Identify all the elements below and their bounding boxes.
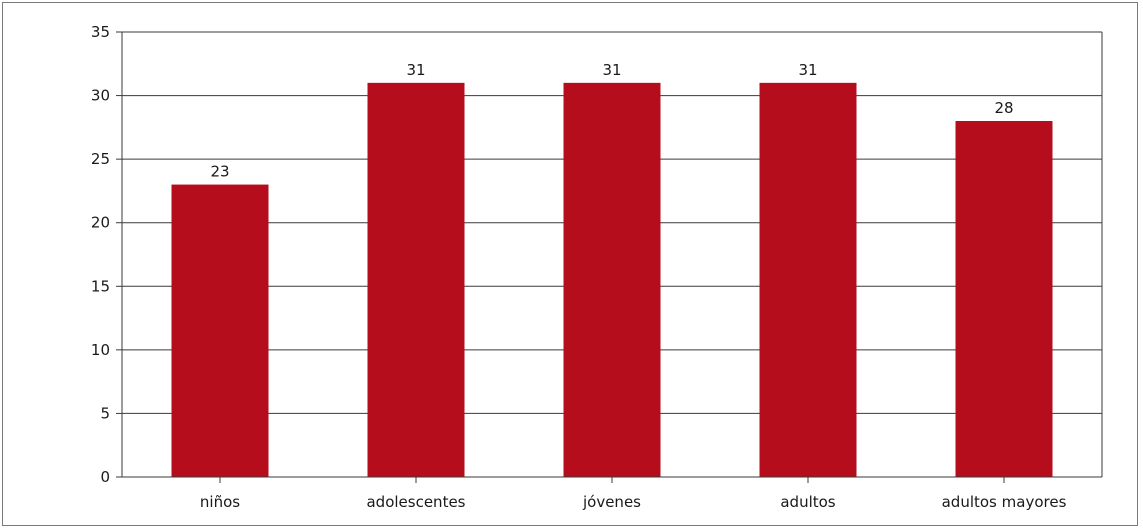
bar	[563, 82, 661, 477]
y-tick-label: 30	[91, 87, 110, 105]
x-tick-label: niños	[200, 493, 240, 511]
bar	[955, 121, 1053, 477]
x-tick-label: jóvenes	[582, 493, 641, 511]
y-tick-label: 5	[100, 404, 110, 422]
labels-layer: 0 5 10 15 20 25 30 35 23 niños 31 adolescentes 31 jóv…	[91, 23, 1067, 511]
data-label: 23	[210, 163, 229, 181]
bar	[759, 82, 857, 477]
y-tick-label: 10	[91, 341, 110, 359]
bar	[171, 184, 269, 478]
y-tick-label: 0	[100, 468, 110, 486]
data-label: 31	[406, 61, 425, 79]
bar	[367, 82, 465, 477]
bars-layer	[171, 82, 1053, 478]
axis-layer	[116, 31, 1103, 483]
x-tick-label: adultos mayores	[942, 493, 1067, 511]
data-label: 28	[994, 99, 1013, 117]
y-tick-label: 25	[91, 150, 110, 168]
y-tick-label: 15	[91, 277, 110, 295]
grid-layer	[122, 31, 1102, 414]
y-tick-label: 20	[91, 214, 110, 232]
y-tick-label: 35	[91, 23, 110, 41]
x-tick-label: adolescentes	[366, 493, 465, 511]
x-tick-label: adultos	[780, 493, 835, 511]
data-label: 31	[798, 61, 817, 79]
data-label: 31	[602, 61, 621, 79]
